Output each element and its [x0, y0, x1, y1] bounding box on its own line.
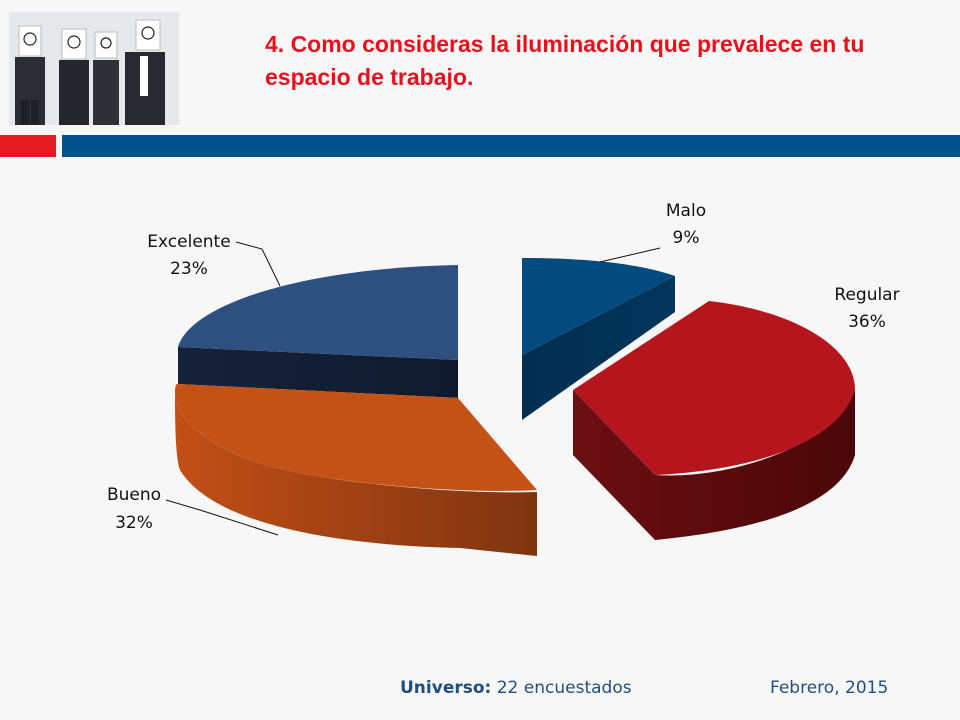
slice-malo-front [522, 276, 675, 420]
slice-regular-top [573, 301, 855, 475]
leader-line-bueno [165, 499, 279, 536]
label-regular-value: 36% [848, 312, 886, 332]
label-malo-value: 9% [673, 228, 700, 248]
slice-regular-side [573, 390, 855, 540]
label-bueno-value: 32% [115, 513, 153, 533]
footer-universe-label: Universo: [400, 678, 492, 698]
accent-bar-red [0, 135, 56, 157]
label-bueno-name: Bueno [107, 485, 161, 505]
label-excelente-name: Excelente [147, 232, 230, 252]
label-regular-name: Regular [834, 285, 899, 305]
slice-malo [522, 258, 675, 420]
slice-malo-top [522, 258, 675, 355]
slice-bueno-side [175, 394, 537, 556]
pie-chart: Malo 9% Regular 36% Bueno 32% Excelente … [107, 201, 900, 556]
slice-excelente [178, 265, 458, 398]
footer-universe-value: 22 encuestados [496, 678, 632, 698]
slice-excelente-top [178, 265, 458, 360]
leader-line-excelente [235, 241, 281, 287]
label-malo-name: Malo [666, 201, 706, 221]
leader-line-malo [599, 247, 661, 263]
label-excelente-value: 23% [170, 259, 208, 279]
slice-bueno-top [175, 384, 537, 491]
footer-universe: Universo: 22 encuestados [400, 678, 632, 698]
slice-bueno [175, 384, 537, 556]
slice-regular [573, 301, 855, 540]
slice-excelente-side [178, 347, 458, 398]
people-photo [9, 12, 179, 125]
accent-bar-blue [62, 135, 960, 157]
page-title: 4. Como consideras la iluminación que pr… [265, 31, 865, 90]
footer-date: Febrero, 2015 [770, 678, 889, 698]
